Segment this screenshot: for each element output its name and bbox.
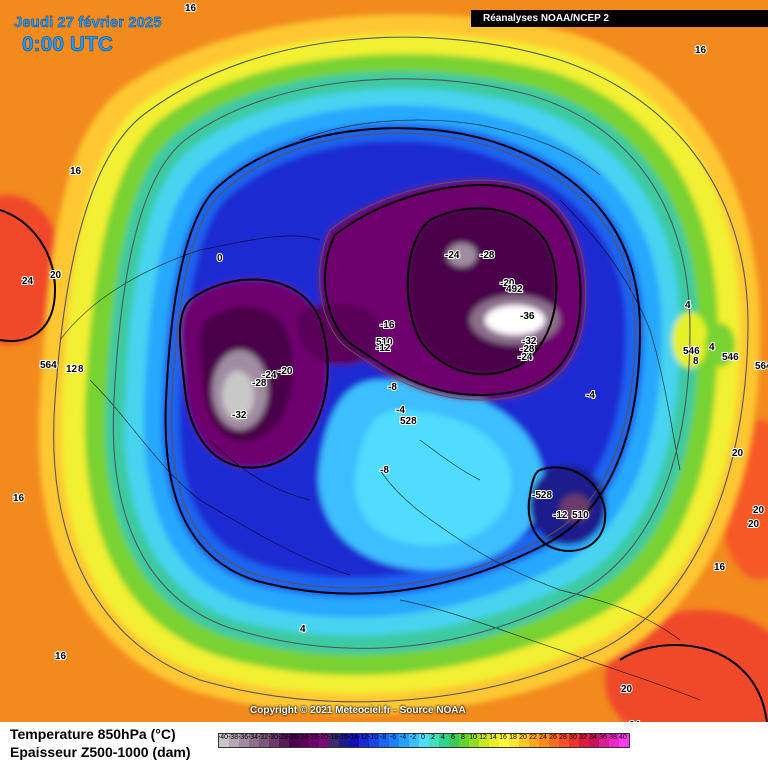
- color-swatch: [389, 734, 399, 747]
- color-swatch: [439, 734, 449, 747]
- map-value-label: 546: [722, 352, 739, 363]
- color-swatch: [359, 734, 369, 747]
- color-swatch: [599, 734, 609, 747]
- map-value-label: 16: [70, 166, 82, 177]
- color-swatch: [549, 734, 559, 747]
- color-swatch: [339, 734, 349, 747]
- color-swatch: [329, 734, 339, 747]
- legend-title-temperature: Temperature 850hPa (°C): [10, 726, 176, 742]
- map-value-label: 564: [40, 360, 57, 371]
- color-swatch: [529, 734, 539, 747]
- color-swatch: [259, 734, 269, 747]
- color-swatch: [569, 734, 579, 747]
- color-swatch: [479, 734, 489, 747]
- color-swatch: [579, 734, 589, 747]
- color-swatch: [419, 734, 429, 747]
- map-value-label: 4: [709, 342, 715, 353]
- map-value-label: -16: [380, 320, 395, 331]
- map-value-label: -4: [586, 390, 595, 401]
- color-swatch: [279, 734, 289, 747]
- map-value-label: 8: [78, 364, 84, 375]
- map-value-label: 16: [695, 45, 707, 56]
- map-value-label: -20: [278, 366, 293, 377]
- color-swatch: [309, 734, 319, 747]
- map-value-label: -12: [553, 510, 568, 521]
- color-swatch: [559, 734, 569, 747]
- color-swatch: [499, 734, 509, 747]
- time-label: 0:00 UTC: [22, 33, 114, 57]
- map-value-label: -24: [518, 352, 533, 363]
- map-value-label: -24: [262, 370, 277, 381]
- color-swatch: [379, 734, 389, 747]
- map-value-label: 20: [50, 270, 62, 281]
- map-value-label: 16: [714, 562, 726, 573]
- color-swatch: [429, 734, 439, 747]
- map-value-label: -28: [252, 378, 267, 389]
- map-value-label: 510: [376, 337, 393, 348]
- color-swatch: [489, 734, 499, 747]
- color-scale: [218, 733, 630, 748]
- date-label: Jeudi 27 février 2025: [14, 14, 162, 31]
- color-swatch: [449, 734, 459, 747]
- map-value-label: 4: [685, 300, 691, 311]
- map-value-label: -32: [522, 336, 537, 347]
- map-value-label: 510: [572, 510, 589, 521]
- color-swatch: [239, 734, 249, 747]
- map-value-label: -528: [532, 490, 552, 501]
- color-swatch: [219, 734, 229, 747]
- color-swatch: [299, 734, 309, 747]
- map-value-label: 0: [217, 253, 223, 264]
- map-value-label: 16: [13, 493, 25, 504]
- map-value-label: -4: [396, 405, 405, 416]
- color-swatch: [349, 734, 359, 747]
- map-value-label: -12: [376, 343, 391, 354]
- map-value-label: -28: [480, 250, 495, 261]
- color-swatch: [519, 734, 529, 747]
- color-swatch: [229, 734, 239, 747]
- source-label: Réanalyses NOAA/NCEP 2: [471, 10, 768, 27]
- color-swatch: [249, 734, 259, 747]
- color-swatch: [589, 734, 599, 747]
- map-value-label: -28: [520, 344, 535, 355]
- color-swatch: [369, 734, 379, 747]
- map-value-label: 564: [755, 361, 768, 372]
- map-value-label: 20: [753, 505, 765, 516]
- color-swatch: [609, 734, 619, 747]
- map-value-label: 24: [22, 276, 34, 287]
- map-value-label: -8: [388, 382, 397, 393]
- map-value-label: 20: [621, 684, 633, 695]
- map-value-label: -36: [520, 311, 535, 322]
- coastlines: [59, 119, 701, 701]
- map-value-label: 492: [506, 284, 523, 295]
- color-swatch: [509, 734, 519, 747]
- copyright-label: Copyright © 2021 Meteociel.fr - Source N…: [250, 705, 466, 716]
- color-swatch: [539, 734, 549, 747]
- map-value-label: 16: [55, 651, 67, 662]
- color-swatch: [409, 734, 419, 747]
- isotherm-lines: [0, 127, 768, 741]
- map-value-label: 4: [300, 624, 306, 635]
- map-value-label: 20: [748, 519, 760, 530]
- legend-title-thickness: Epaisseur Z500-1000 (dam): [10, 744, 191, 760]
- color-swatch: [269, 734, 279, 747]
- map-value-label: 528: [400, 416, 417, 427]
- color-swatch: [619, 734, 629, 747]
- map-value-label: 12: [66, 364, 78, 375]
- map-value-label: -20: [500, 278, 515, 289]
- color-swatch: [399, 734, 409, 747]
- color-swatch: [459, 734, 469, 747]
- map-value-label: -8: [380, 465, 389, 476]
- map-value-label: 546: [683, 346, 700, 357]
- map-value-label: -32: [232, 410, 247, 421]
- map-value-label: -24: [445, 250, 460, 261]
- color-swatch: [319, 734, 329, 747]
- map-value-label: 16: [185, 3, 197, 14]
- color-swatch: [469, 734, 479, 747]
- map-value-label: 8: [693, 356, 699, 367]
- thickness-contours: [53, 36, 749, 703]
- color-swatch: [289, 734, 299, 747]
- map-value-label: 20: [732, 448, 744, 459]
